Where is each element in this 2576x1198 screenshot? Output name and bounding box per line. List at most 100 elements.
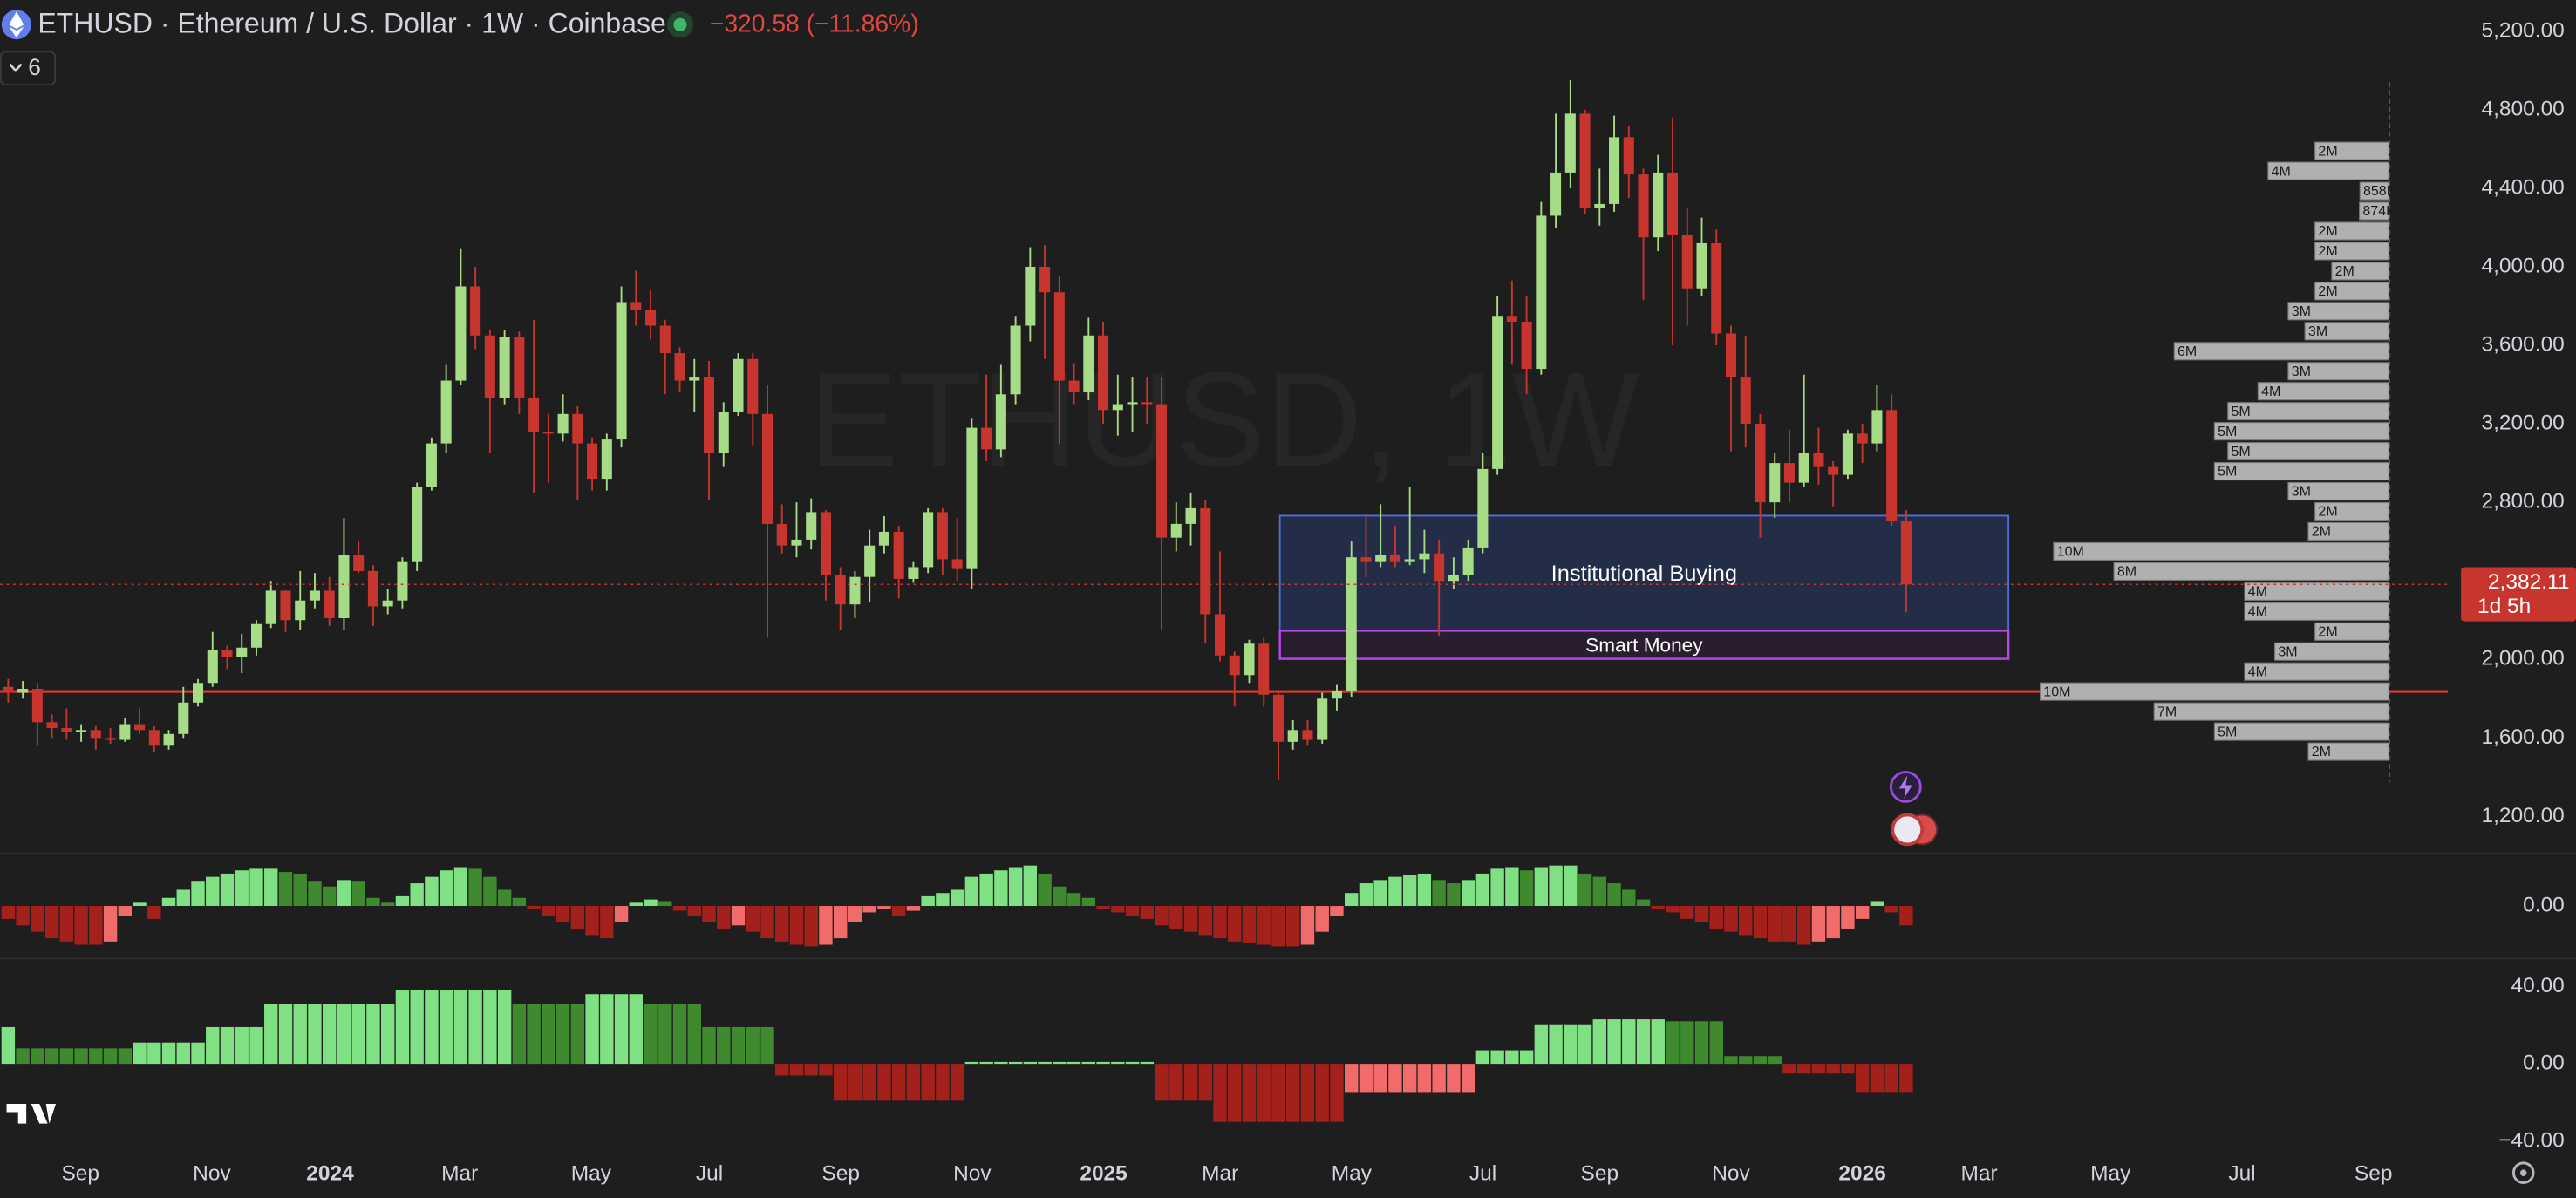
histogram-bar (1622, 889, 1636, 907)
candle-body (440, 380, 452, 444)
histogram-bar (964, 1061, 979, 1065)
candle-body (528, 398, 540, 432)
histogram-bar (1724, 906, 1738, 932)
indicators-toggle[interactable] (0, 51, 57, 85)
candle-body (616, 302, 627, 440)
histogram-bar (1782, 1064, 1796, 1074)
histogram-bar (308, 1004, 322, 1065)
histogram-bar (1607, 1019, 1621, 1065)
histogram-bar (220, 1026, 235, 1065)
histogram-bar (950, 889, 964, 907)
histogram-bar (1578, 873, 1592, 907)
histogram-bar (1534, 1024, 1549, 1065)
histogram-bar (1359, 1064, 1373, 1093)
candle-body (849, 576, 861, 605)
histogram-bar (906, 1064, 921, 1101)
histogram-bar (1008, 1061, 1023, 1065)
profile-bar (2039, 682, 2389, 701)
histogram-bar (468, 868, 482, 907)
profile-bar (2307, 521, 2389, 541)
histogram-bar (775, 1064, 789, 1076)
candle-body (791, 539, 802, 546)
candle-body (134, 724, 146, 731)
candle-body (1609, 137, 1620, 204)
histogram-bar (1228, 906, 1242, 942)
candle-body (1331, 691, 1342, 699)
candle-body (309, 590, 320, 601)
histogram-bar (1125, 1061, 1140, 1065)
candle-body (1039, 266, 1051, 293)
x-tick-label: Sep (1581, 1162, 1619, 1186)
candle-body (1214, 614, 1226, 656)
histogram-bar (235, 1026, 249, 1065)
profile-bar (2113, 562, 2389, 581)
profile-label: 5M (2218, 725, 2237, 739)
profile-label: 10M (2043, 684, 2070, 699)
histogram-bar (425, 990, 439, 1065)
histogram-bar (1213, 1064, 1227, 1122)
histogram-bar (1330, 1064, 1344, 1122)
candle-body (31, 689, 43, 723)
histogram-bar (74, 906, 88, 945)
y-tick-label: 1,600.00 (2482, 725, 2565, 749)
histogram-bar (570, 1004, 585, 1065)
profile-bar (2213, 722, 2389, 741)
histogram-bar (453, 867, 468, 907)
histogram-bar (1549, 1024, 1563, 1065)
histogram-bar (497, 990, 512, 1065)
us-flag-icon[interactable] (1891, 813, 1925, 847)
profile-bar (2244, 582, 2389, 601)
histogram-bar (1286, 906, 1300, 947)
histogram-bar (1388, 1064, 1402, 1093)
histogram-bar (1315, 906, 1329, 932)
candle-body (1886, 410, 1898, 522)
candle-body (1594, 203, 1605, 208)
histogram-bar (1373, 880, 1387, 907)
profile-label: 2M (2318, 224, 2337, 239)
candle-body (324, 590, 335, 618)
histogram-bar (1096, 1061, 1110, 1065)
candle-body (1229, 655, 1240, 676)
profile-bar (2244, 662, 2389, 681)
candle-body (1653, 172, 1664, 238)
candle-body (1666, 172, 1679, 235)
histogram-bar (1081, 1061, 1096, 1065)
candle-body (1272, 694, 1285, 742)
histogram-bar (789, 1064, 804, 1076)
profile-label: 2M (2318, 144, 2337, 159)
candle-body (630, 302, 642, 310)
profile-label: 858K (2363, 184, 2396, 199)
histogram-bar (979, 873, 993, 907)
histogram-bar (1257, 906, 1271, 945)
candle-body (1375, 555, 1387, 562)
candle-body (1842, 433, 1853, 475)
histogram-bar (1038, 1061, 1052, 1065)
histogram-bar (658, 1004, 672, 1065)
histogram-bar (891, 1064, 906, 1101)
histogram-bar (600, 906, 614, 939)
histogram-bar (891, 906, 906, 916)
candle-body (542, 432, 554, 434)
candle-body (470, 286, 481, 336)
histogram-bar (644, 899, 658, 907)
y-tick-label: 3,600.00 (2482, 332, 2565, 356)
histogram-bar (687, 906, 701, 916)
candle-body (1769, 463, 1781, 503)
histogram-bar (819, 1064, 833, 1076)
histogram-bar (161, 897, 176, 907)
histogram-bar (1855, 906, 1870, 919)
settings-icon[interactable] (2511, 1161, 2535, 1184)
candle-body (1477, 468, 1489, 548)
histogram-bar (1286, 1064, 1300, 1122)
histogram-bar (717, 906, 731, 929)
histogram-bar (206, 876, 220, 907)
y-tick-label: 5,200.00 (2482, 18, 2565, 42)
tv-logo[interactable] (6, 1104, 57, 1124)
histogram-bar (1447, 1064, 1461, 1093)
profile-label: 2M (2312, 525, 2331, 540)
histogram-bar (1053, 1061, 1067, 1065)
histogram-bar (1, 906, 16, 919)
histogram-bar (964, 876, 979, 907)
candle-body (1185, 507, 1196, 524)
